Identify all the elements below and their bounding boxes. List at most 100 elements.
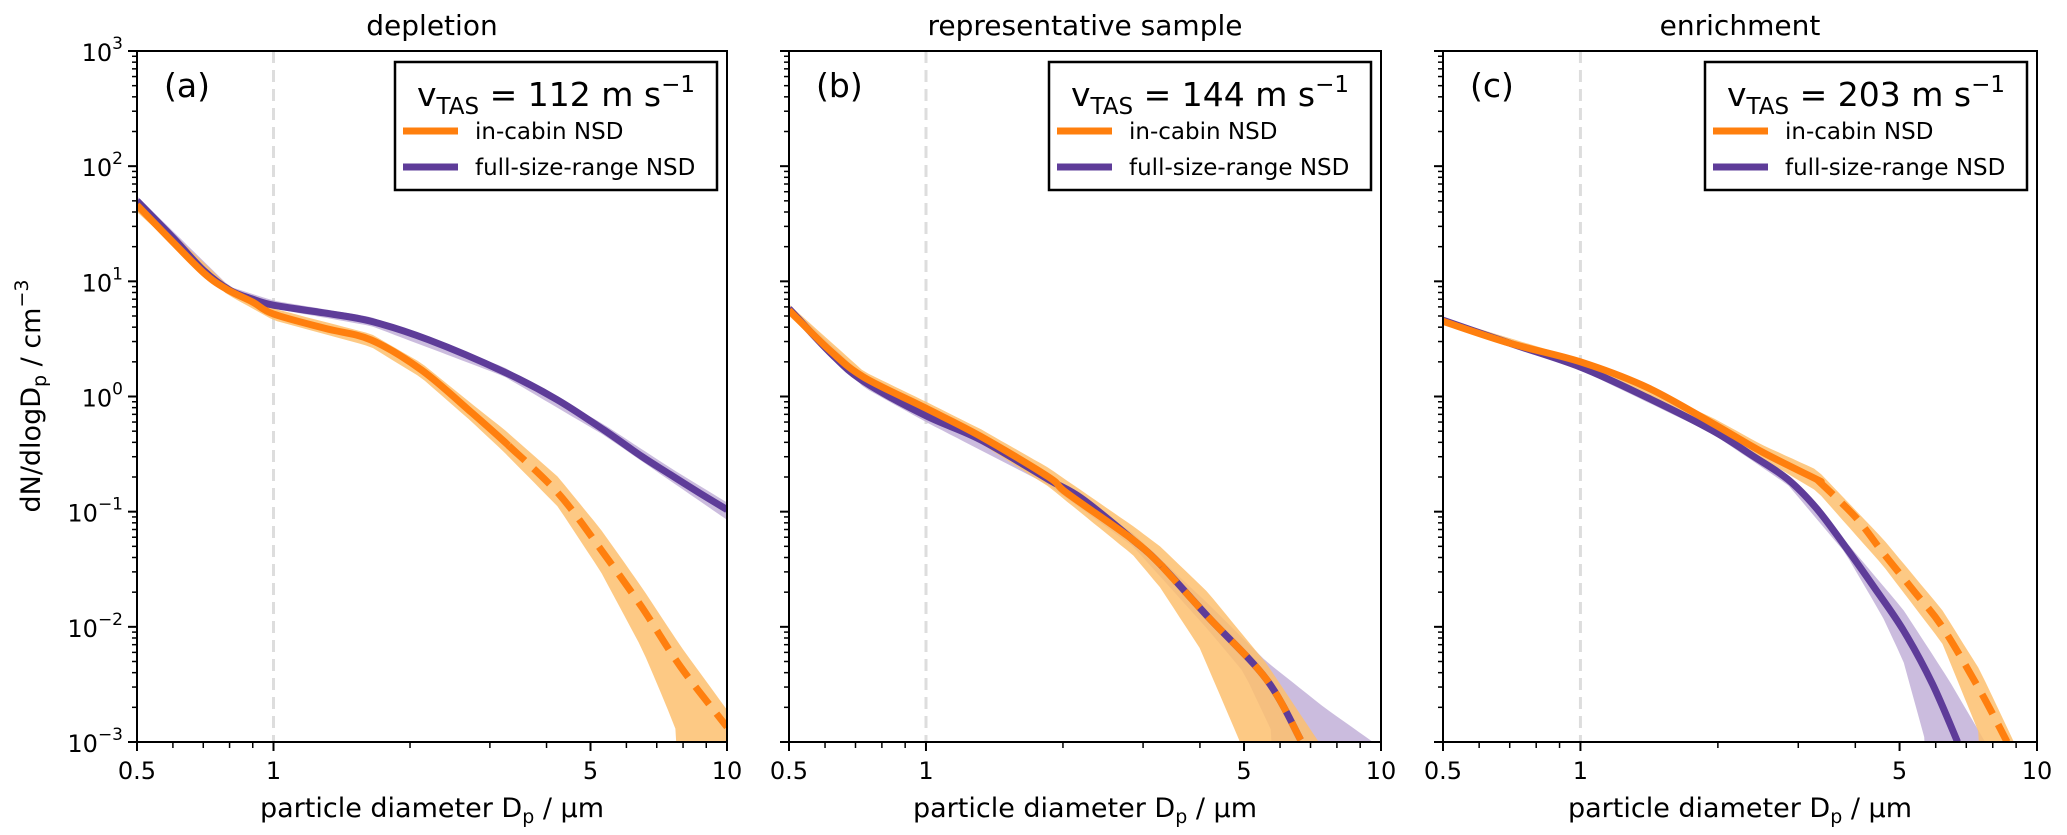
x-tick-label: 5 bbox=[1236, 757, 1251, 785]
plot-area bbox=[1443, 316, 2014, 742]
legend: vTAS = 144 m s−1in-cabin NSDfull-size-ra… bbox=[1047, 60, 1373, 192]
y-tick-base: 10 bbox=[82, 269, 113, 297]
y-axis-label-sup: −3 bbox=[11, 279, 33, 307]
x-axis-label-part: / µm bbox=[1842, 793, 1912, 824]
x-tick-label: 10 bbox=[1366, 757, 1397, 785]
panel-title: depletion bbox=[366, 9, 497, 42]
legend-speed-part: = 112 m s bbox=[479, 75, 661, 114]
legend-speed-part: −1 bbox=[661, 72, 695, 98]
y-tick-exponent: −1 bbox=[98, 495, 123, 515]
x-tick-label: 1 bbox=[1573, 757, 1588, 785]
legend-label-full-size: full-size-range NSD bbox=[1785, 155, 2005, 181]
x-axis-label-part: / µm bbox=[1187, 793, 1257, 824]
x-tick-label: 0.5 bbox=[1424, 757, 1462, 785]
legend-box bbox=[1047, 60, 1373, 192]
y-tick-label: 101 bbox=[82, 264, 123, 297]
legend-speed-part: TAS bbox=[1746, 94, 1790, 120]
line-in-cabin-dashed bbox=[1814, 477, 2011, 742]
legend-speed-part: −1 bbox=[1971, 72, 2005, 98]
line-in-cabin-dashed bbox=[1159, 563, 1304, 742]
legend-speed-part: v bbox=[417, 75, 437, 114]
y-tick-exponent: 3 bbox=[112, 34, 123, 54]
line-in-cabin-solid bbox=[789, 307, 1167, 571]
svg-text:dN/dlogDp / cm−3: dN/dlogDp / cm−3 bbox=[11, 279, 51, 512]
y-tick-base: 10 bbox=[67, 500, 98, 528]
y-tick-base: 10 bbox=[82, 385, 113, 413]
y-tick-exponent: 0 bbox=[112, 380, 123, 400]
y-tick-exponent: −2 bbox=[98, 610, 123, 630]
legend-label-full-size: full-size-range NSD bbox=[475, 155, 695, 181]
legend-label-in-cabin: in-cabin NSD bbox=[1129, 119, 1277, 145]
legend-label-full-size: full-size-range NSD bbox=[1129, 155, 1349, 181]
y-tick-base: 10 bbox=[82, 154, 113, 182]
band-in-cabin bbox=[137, 198, 727, 742]
y-axis-label: dN/dlogDp / cm−3 bbox=[11, 279, 51, 512]
x-tick-label: 1 bbox=[266, 757, 281, 785]
x-tick-label: 1 bbox=[918, 757, 933, 785]
y-tick-label: 10−3 bbox=[67, 725, 123, 758]
y-axis-label-sub: p bbox=[29, 375, 51, 387]
x-tick-label: 10 bbox=[712, 757, 743, 785]
y-tick-base: 10 bbox=[82, 39, 113, 67]
panel-c: 0.5 1 5 10 particle diameter Dp / µm enrichme… bbox=[1424, 9, 2053, 828]
legend-speed-title: vTAS = 144 m s−1 bbox=[1071, 72, 1349, 120]
band-in-cabin bbox=[1443, 318, 2014, 742]
x-axis-label-part: / µm bbox=[534, 793, 604, 824]
line-full-size bbox=[1443, 316, 1961, 742]
legend: vTAS = 112 m s−1in-cabin NSDfull-size-ra… bbox=[393, 60, 719, 192]
panel-label: (a) bbox=[164, 66, 210, 105]
y-tick-exponent: 1 bbox=[112, 264, 123, 284]
panel-label: (c) bbox=[1470, 66, 1514, 105]
panel-title: enrichment bbox=[1660, 9, 1821, 42]
legend-speed-title: vTAS = 112 m s−1 bbox=[417, 72, 695, 120]
x-tick-label: 5 bbox=[1892, 757, 1907, 785]
legend-speed-part: = 203 m s bbox=[1789, 75, 1971, 114]
x-axis-label: particle diameter Dp / µm bbox=[260, 793, 604, 828]
legend-speed-part: v bbox=[1071, 75, 1091, 114]
x-axis-label-part: p bbox=[1175, 806, 1187, 828]
legend: vTAS = 203 m s−1in-cabin NSDfull-size-ra… bbox=[1703, 60, 2029, 192]
y-tick-label: 10−1 bbox=[67, 495, 123, 528]
plot-area bbox=[137, 196, 727, 742]
panel-title: representative sample bbox=[928, 9, 1243, 42]
y-tick-label: 102 bbox=[82, 149, 123, 182]
y-tick-label: 103 bbox=[82, 34, 123, 67]
legend-label-in-cabin: in-cabin NSD bbox=[475, 119, 623, 145]
x-axis-label-part: particle diameter D bbox=[260, 793, 522, 824]
panel-b: 0.5 1 5 10 particle diameter Dp / µm represen… bbox=[770, 9, 1397, 828]
line-full-size bbox=[137, 198, 727, 513]
legend-speed-title: vTAS = 203 m s−1 bbox=[1727, 72, 2005, 120]
x-axis-label-part: particle diameter D bbox=[1568, 793, 1830, 824]
y-tick-exponent: −3 bbox=[98, 725, 123, 745]
x-tick-label: 0.5 bbox=[118, 757, 156, 785]
band-full-size bbox=[1443, 318, 1986, 742]
y-tick-label: 10−2 bbox=[67, 610, 123, 643]
legend-speed-part: TAS bbox=[436, 94, 480, 120]
y-tick-exponent: 2 bbox=[112, 149, 123, 169]
band-in-cabin bbox=[789, 304, 1319, 742]
x-axis-label-part: p bbox=[1830, 806, 1842, 828]
plot-area bbox=[789, 304, 1373, 742]
y-tick-base: 10 bbox=[67, 730, 98, 758]
line-in-cabin-solid bbox=[137, 202, 512, 449]
y-tick-label: 100 bbox=[82, 380, 123, 413]
x-tick-label: 5 bbox=[583, 757, 598, 785]
band-full-size bbox=[137, 196, 727, 520]
line-in-cabin-solid bbox=[1443, 317, 1825, 486]
x-axis-label: particle diameter Dp / µm bbox=[1568, 793, 1912, 828]
x-tick-label: 0.5 bbox=[770, 757, 808, 785]
legend-speed-part: v bbox=[1727, 75, 1747, 114]
x-axis-label-part: p bbox=[522, 806, 534, 828]
legend-speed-part: TAS bbox=[1090, 94, 1134, 120]
legend-label-in-cabin: in-cabin NSD bbox=[1785, 119, 1933, 145]
x-axis-label: particle diameter Dp / µm bbox=[913, 793, 1257, 828]
y-tick-base: 10 bbox=[67, 615, 98, 643]
x-axis-label-part: particle diameter D bbox=[913, 793, 1175, 824]
line-in-cabin-dashed bbox=[506, 443, 727, 730]
legend-speed-part: = 144 m s bbox=[1133, 75, 1315, 114]
x-tick-label: 10 bbox=[2022, 757, 2053, 785]
legend-speed-part: −1 bbox=[1315, 72, 1349, 98]
